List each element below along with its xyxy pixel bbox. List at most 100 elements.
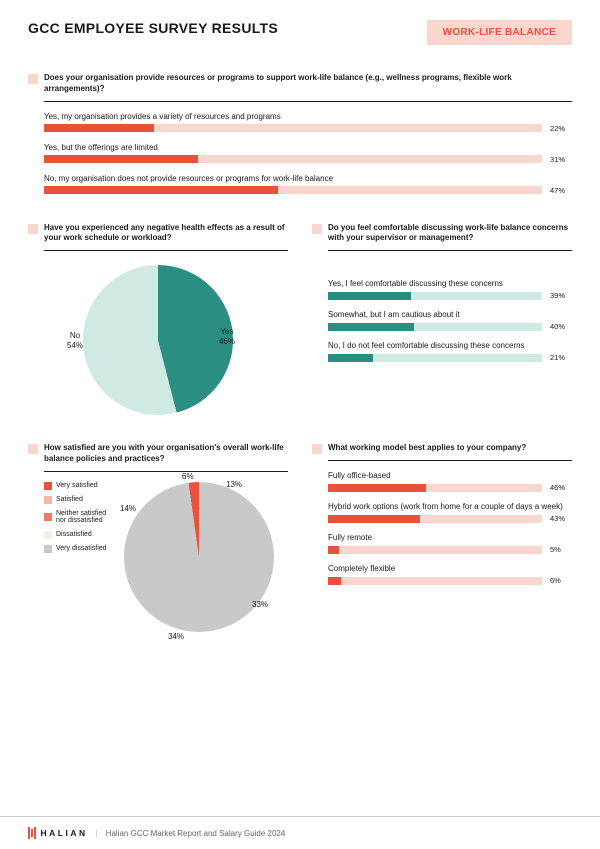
hbar-label: Fully remote: [328, 533, 572, 542]
question-marker: [28, 74, 38, 84]
hbar-row: Fully office-based 46%: [328, 471, 572, 492]
hbar-label: Fully office-based: [328, 471, 572, 480]
row-q4-q5: How satisfied are you with your organisa…: [28, 443, 572, 632]
legend-item: Very satisfied: [44, 482, 116, 490]
hbar-fill: [328, 546, 339, 554]
q5-text: What working model best applies to your …: [328, 443, 526, 454]
question-marker: [28, 224, 38, 234]
q4-pct-33: 33%: [252, 600, 268, 609]
q4-body: Very satisfied Satisfied Neither satisfied…: [28, 482, 288, 632]
q3-bars: Yes, I feel comfortable discussing these…: [312, 261, 572, 362]
hbar-pct: 5%: [550, 545, 572, 554]
legend-swatch: [44, 513, 52, 521]
footer-separator: |: [96, 829, 98, 838]
content: Does your organisation provide resources…: [0, 45, 600, 632]
hbar-pct: 39%: [550, 291, 572, 300]
hbar-label: Yes, but the offerings are limited: [44, 143, 572, 152]
hbar-fill: [328, 354, 373, 362]
hbar-fill: [44, 155, 198, 163]
hbar-row: No, my organisation does not provide res…: [44, 174, 572, 195]
question-marker: [28, 444, 38, 454]
hbar-pct: 46%: [550, 483, 572, 492]
q4-pct-13: 13%: [226, 480, 242, 489]
legend-label: Very dissatisfied: [56, 545, 107, 553]
legend-swatch: [44, 496, 52, 504]
legend-item: Neither satisfied nor dissatisfied: [44, 510, 116, 525]
legend-swatch: [44, 545, 52, 553]
q2-pie-wrap: Yes46% No54%: [83, 265, 233, 415]
hbar-row: Completely flexible 6%: [328, 564, 572, 585]
hbar-label: Completely flexible: [328, 564, 572, 573]
rule: [328, 460, 572, 461]
rule: [44, 101, 572, 102]
hbar-pct: 21%: [550, 353, 572, 362]
hbar-row: Hybrid work options (work from home for …: [328, 502, 572, 523]
q4-legend: Very satisfied Satisfied Neither satisfied…: [44, 482, 116, 632]
hbar-row: Fully remote 5%: [328, 533, 572, 554]
hbar-fill: [328, 292, 411, 300]
hbar-row: No, I do not feel comfortable discussing…: [328, 341, 572, 362]
hbar-row: Somewhat, but I am cautious about it40%: [328, 310, 572, 331]
legend-label: Dissatisfied: [56, 531, 92, 539]
brand-logo: HALIAN: [28, 827, 88, 839]
hbar-track: [328, 484, 542, 492]
legend-swatch: [44, 531, 52, 539]
hbar-track: [44, 124, 542, 132]
q4-pie: [124, 482, 274, 632]
legend-item: Dissatisfied: [44, 531, 116, 539]
row-q2-q3: Have you experienced any negative health…: [28, 223, 572, 416]
hbar-track: [328, 546, 542, 554]
hbar-track: [328, 323, 542, 331]
hbar-pct: 47%: [550, 186, 572, 195]
hbar-fill: [328, 323, 414, 331]
page-footer: HALIAN | Halian GCC Market Report and Sa…: [0, 816, 600, 849]
q2-pie: [83, 265, 233, 415]
q2-block: Have you experienced any negative health…: [28, 223, 288, 416]
hbar-label: Hybrid work options (work from home for …: [328, 502, 572, 511]
hbar-pct: 6%: [550, 576, 572, 585]
hbar-fill: [328, 515, 420, 523]
hbar-pct: 43%: [550, 514, 572, 523]
rule: [44, 471, 288, 472]
question-marker: [312, 224, 322, 234]
legend-label: Neither satisfied nor dissatisfied: [56, 510, 116, 525]
legend-item: Satisfied: [44, 496, 116, 504]
hbar-track: [328, 515, 542, 523]
hbar-row: Yes, my organisation provides a variety …: [44, 112, 572, 133]
page-title: GCC EMPLOYEE SURVEY RESULTS: [28, 20, 278, 36]
q1-bars: Yes, my organisation provides a variety …: [28, 112, 572, 195]
hbar-fill: [328, 484, 426, 492]
brand-name: HALIAN: [41, 828, 88, 838]
hbar-fill: [44, 124, 154, 132]
hbar-label: No, I do not feel comfortable discussing…: [328, 341, 572, 350]
page-header: GCC EMPLOYEE SURVEY RESULTS WORK-LIFE BA…: [0, 0, 600, 45]
hbar-label: Yes, my organisation provides a variety …: [44, 112, 572, 121]
q1-text: Does your organisation provide resources…: [44, 73, 572, 95]
hbar-label: Yes, I feel comfortable discussing these…: [328, 279, 572, 288]
q5-bars: Fully office-based 46% Hybrid work options…: [312, 471, 572, 585]
legend-item: Very dissatisfied: [44, 545, 116, 553]
q4-text: How satisfied are you with your organisa…: [44, 443, 288, 465]
hbar-fill: [328, 577, 341, 585]
logo-icon: [28, 827, 36, 839]
hbar-row: Yes, but the offerings are limited 31%: [44, 143, 572, 164]
hbar-label: Somewhat, but I am cautious about it: [328, 310, 572, 319]
hbar-track: [44, 155, 542, 163]
legend-label: Satisfied: [56, 496, 83, 504]
hbar-pct: 22%: [550, 124, 572, 133]
legend-label: Very satisfied: [56, 482, 98, 490]
q1-block: Does your organisation provide resources…: [28, 73, 572, 195]
q4-block: How satisfied are you with your organisa…: [28, 443, 288, 632]
hbar-track: [328, 354, 542, 362]
q2-label-no: No54%: [67, 331, 83, 350]
hbar-label: No, my organisation does not provide res…: [44, 174, 572, 183]
rule: [44, 250, 288, 251]
q3-block: Do you feel comfortable discussing work-…: [312, 223, 572, 416]
q4-pct-34: 34%: [168, 632, 184, 641]
rule: [328, 250, 572, 251]
q2-text: Have you experienced any negative health…: [44, 223, 288, 245]
q2-label-yes: Yes46%: [219, 327, 235, 346]
hbar-pct: 31%: [550, 155, 572, 164]
hbar-track: [44, 186, 542, 194]
q3-text: Do you feel comfortable discussing work-…: [328, 223, 572, 245]
